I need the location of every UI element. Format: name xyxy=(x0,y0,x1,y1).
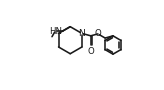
Text: HN: HN xyxy=(49,27,62,36)
Text: N: N xyxy=(79,29,85,38)
Text: O: O xyxy=(95,29,101,38)
Text: O: O xyxy=(87,47,94,56)
